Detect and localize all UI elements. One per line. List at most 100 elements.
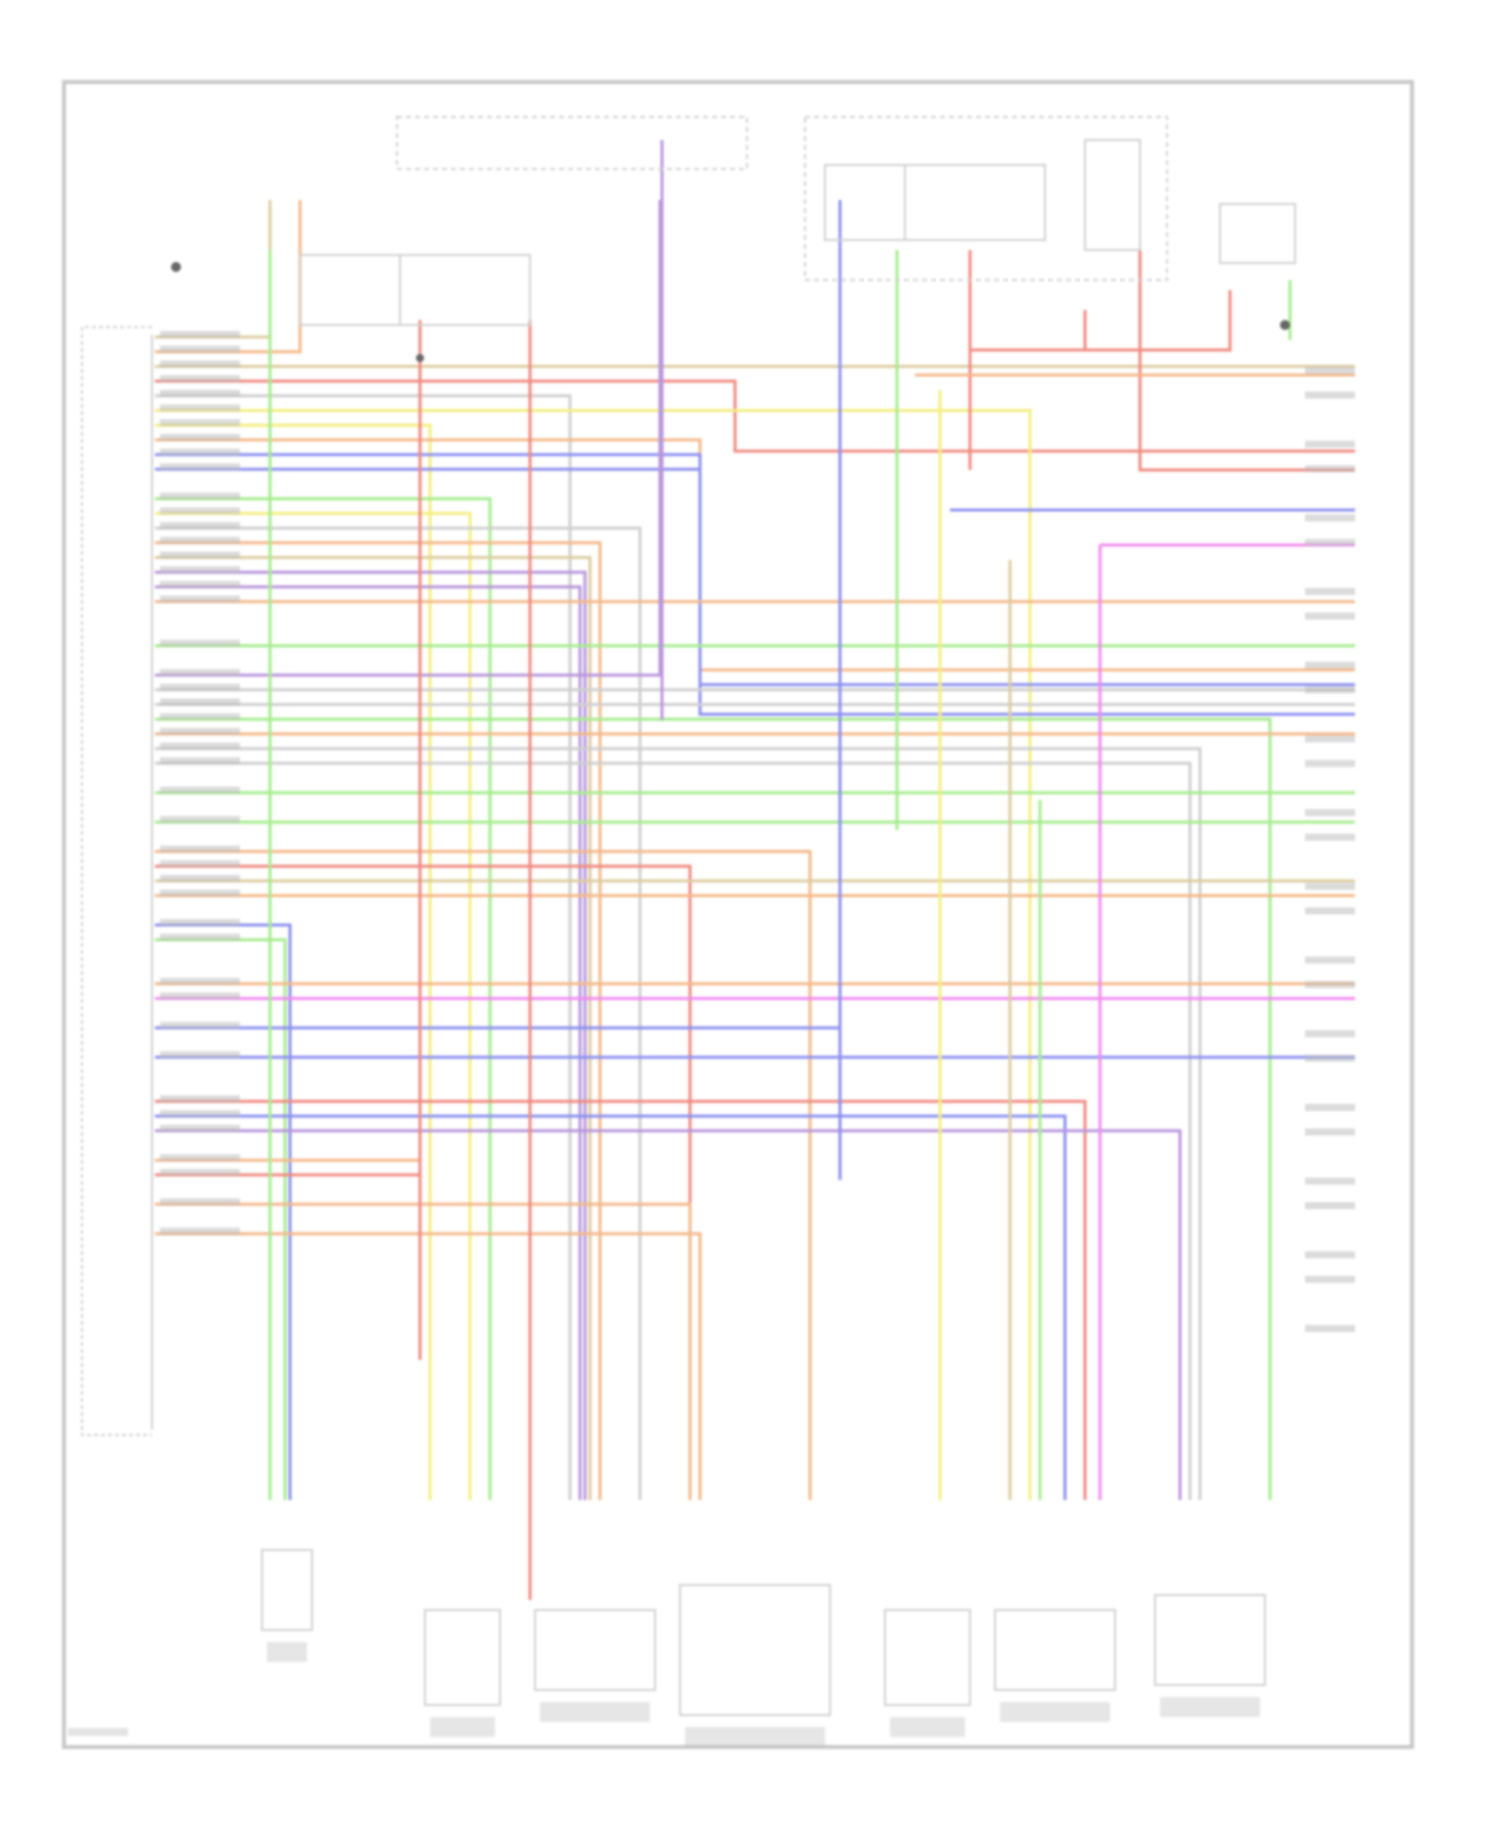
wire-label	[160, 816, 240, 824]
wire-label	[160, 566, 240, 574]
wire	[155, 761, 1192, 1500]
wire-label	[160, 683, 240, 691]
connector-label	[1305, 907, 1355, 915]
wire-label	[160, 419, 240, 427]
connector-label	[1305, 882, 1355, 890]
connector-label	[1305, 956, 1355, 964]
diagram-frame	[62, 80, 1414, 1749]
sensor-label	[890, 1717, 965, 1737]
sensor-label	[267, 1642, 307, 1662]
wire-label	[160, 448, 240, 456]
connector-label	[1305, 1054, 1355, 1062]
wire	[155, 526, 642, 1500]
wire-label	[160, 331, 240, 338]
wire	[155, 200, 662, 677]
connector-label	[1305, 391, 1355, 399]
connector-label	[1305, 1128, 1355, 1136]
sensor-4	[679, 1584, 831, 1716]
wire-label	[160, 845, 240, 853]
wire-label	[160, 977, 240, 985]
wire-label	[160, 536, 240, 544]
wire-label	[160, 1051, 240, 1059]
ecm-label	[84, 1440, 154, 1470]
wire	[155, 497, 492, 1500]
connector-label	[1305, 367, 1355, 374]
connector-label	[1305, 1275, 1355, 1283]
wire-label	[160, 492, 240, 500]
connector-label	[1305, 588, 1355, 596]
connector-label	[1305, 1177, 1355, 1185]
wire	[155, 1099, 1087, 1500]
wire	[155, 747, 1202, 1500]
wire	[155, 1114, 1067, 1500]
wire-label	[160, 389, 240, 397]
wire-label	[160, 404, 240, 412]
wire	[155, 1232, 702, 1500]
wire-label	[160, 669, 240, 677]
wire-label	[160, 1168, 240, 1176]
sensor-2	[424, 1609, 501, 1706]
wire	[155, 394, 572, 1500]
wire-label	[160, 345, 240, 353]
small-module-right	[1219, 203, 1296, 264]
sensor-3	[534, 1609, 656, 1691]
relay-switch	[904, 164, 1046, 241]
connector-label	[1305, 686, 1355, 694]
wire-label	[160, 889, 240, 897]
brake-switch	[399, 254, 531, 326]
wire	[155, 200, 302, 354]
sensor-6	[994, 1609, 1116, 1691]
wire	[155, 423, 432, 1500]
wire-label	[160, 507, 240, 515]
connector-label	[1305, 661, 1355, 669]
wire-label	[160, 933, 240, 941]
wire-label	[160, 742, 240, 750]
wire-label	[160, 1227, 240, 1235]
wire	[155, 850, 812, 1500]
connector-label	[1305, 538, 1355, 546]
wire	[155, 1129, 1182, 1500]
connector-label	[1305, 981, 1355, 989]
connector-label	[1305, 809, 1355, 817]
connector-label	[1305, 612, 1355, 620]
wire	[155, 379, 1355, 453]
relay-box	[804, 116, 1168, 281]
wire-label	[160, 860, 240, 868]
wire-label	[160, 595, 240, 603]
wire-label	[160, 580, 240, 588]
connector-label	[1305, 1251, 1355, 1259]
wire-label	[160, 698, 240, 706]
fuse-block	[396, 116, 748, 170]
connector-label	[1305, 465, 1355, 473]
connector-label	[1305, 1030, 1355, 1038]
wire	[1138, 250, 1355, 472]
wire	[155, 350, 422, 1162]
sensor-label	[685, 1727, 825, 1747]
wire-label	[160, 786, 240, 794]
wire	[155, 556, 592, 1500]
sensor-7	[1154, 1594, 1266, 1686]
wire	[155, 467, 1355, 716]
wire	[155, 585, 582, 1500]
ground-point	[1280, 320, 1290, 330]
wire-label	[160, 1154, 240, 1162]
wire-label	[160, 713, 240, 721]
sensor-1	[261, 1549, 313, 1631]
connector-label	[1305, 735, 1355, 743]
connector-label	[1305, 833, 1355, 841]
connector-label	[1305, 1202, 1355, 1210]
wire	[155, 570, 587, 1500]
wire-label	[160, 1110, 240, 1118]
connector-label	[1305, 1325, 1355, 1332]
wire-label	[160, 874, 240, 882]
sensor-5	[884, 1609, 971, 1706]
wire	[155, 864, 692, 1500]
wire	[155, 453, 1355, 687]
sensor-label	[1160, 1697, 1260, 1717]
wire-label	[160, 375, 240, 383]
wire-label	[160, 1021, 240, 1029]
diode	[1084, 139, 1141, 251]
wire-label	[160, 463, 240, 471]
wire	[155, 717, 1272, 1500]
